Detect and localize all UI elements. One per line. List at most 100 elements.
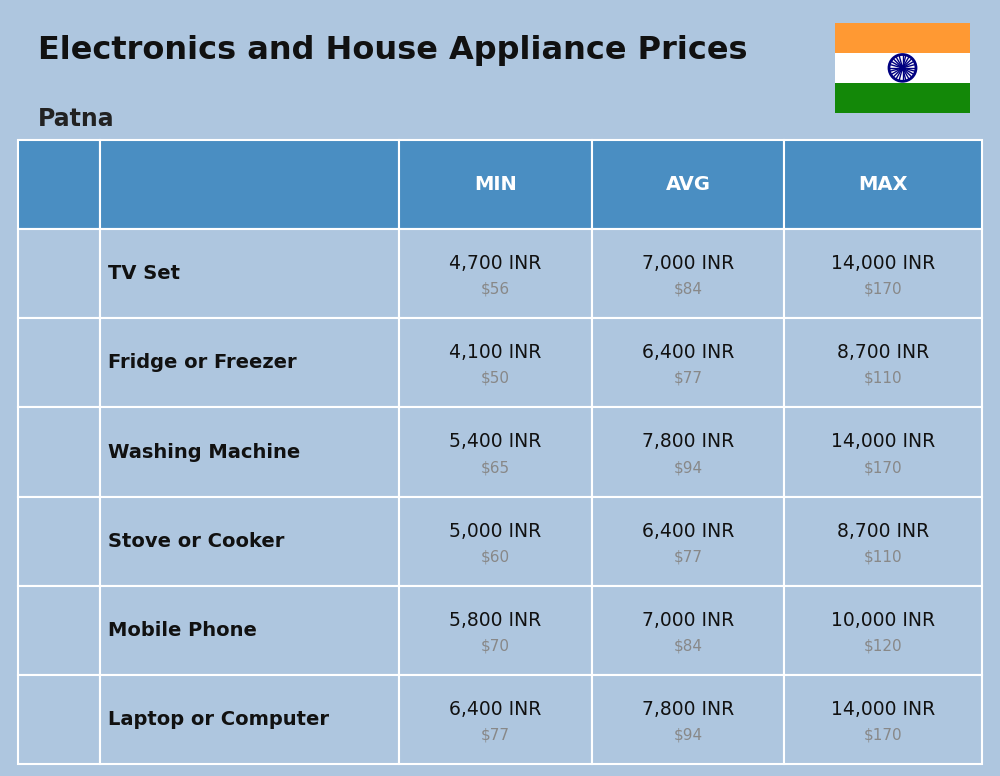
- Circle shape: [68, 506, 72, 511]
- Bar: [835, 23, 970, 53]
- Text: $84: $84: [673, 639, 702, 653]
- Circle shape: [45, 444, 73, 476]
- Text: 14,000 INR: 14,000 INR: [831, 254, 935, 273]
- Circle shape: [41, 440, 77, 480]
- Circle shape: [39, 506, 43, 511]
- Circle shape: [57, 660, 61, 666]
- Text: 4,700 INR: 4,700 INR: [449, 254, 541, 273]
- Bar: [45, 688, 59, 728]
- Polygon shape: [29, 265, 73, 295]
- FancyBboxPatch shape: [66, 620, 78, 631]
- Bar: [835, 83, 970, 113]
- Text: 7,000 INR: 7,000 INR: [642, 254, 734, 273]
- Text: $77: $77: [481, 728, 510, 743]
- FancyBboxPatch shape: [25, 681, 93, 733]
- Circle shape: [78, 260, 80, 262]
- Polygon shape: [23, 732, 95, 753]
- Text: $84: $84: [673, 282, 702, 296]
- Text: $50: $50: [481, 371, 510, 386]
- FancyBboxPatch shape: [29, 248, 88, 295]
- Text: Electronics and House Appliance Prices: Electronics and House Appliance Prices: [38, 35, 748, 66]
- Text: TV Set: TV Set: [108, 264, 180, 283]
- Polygon shape: [29, 248, 55, 262]
- Text: 8,700 INR: 8,700 INR: [837, 343, 929, 362]
- Text: MAX: MAX: [858, 175, 908, 194]
- Text: Washing Machine: Washing Machine: [108, 442, 300, 462]
- Bar: [37, 371, 41, 383]
- Bar: [41, 739, 77, 750]
- Circle shape: [53, 424, 56, 428]
- FancyBboxPatch shape: [37, 597, 81, 660]
- FancyBboxPatch shape: [31, 591, 87, 670]
- Text: 14,000 INR: 14,000 INR: [831, 700, 935, 719]
- Text: 7,800 INR: 7,800 INR: [642, 700, 734, 719]
- Text: AVG: AVG: [665, 175, 710, 194]
- Bar: [32, 265, 38, 272]
- Text: $170: $170: [864, 282, 903, 296]
- Text: $120: $120: [864, 639, 903, 653]
- Text: MIN: MIN: [474, 175, 517, 194]
- Circle shape: [53, 506, 58, 511]
- Text: $56: $56: [481, 282, 510, 296]
- Polygon shape: [45, 521, 66, 559]
- FancyBboxPatch shape: [25, 415, 93, 488]
- Text: $94: $94: [673, 728, 703, 743]
- Polygon shape: [50, 529, 60, 553]
- Bar: [23, 751, 95, 757]
- Text: 6,400 INR: 6,400 INR: [449, 700, 541, 719]
- Text: $77: $77: [673, 549, 702, 564]
- FancyBboxPatch shape: [38, 608, 51, 618]
- Text: Mobile Phone: Mobile Phone: [108, 621, 257, 640]
- Text: Fridge or Freezer: Fridge or Freezer: [108, 353, 297, 372]
- Text: $110: $110: [864, 371, 903, 386]
- FancyBboxPatch shape: [52, 608, 64, 618]
- FancyBboxPatch shape: [29, 514, 88, 564]
- FancyBboxPatch shape: [66, 608, 78, 618]
- Bar: [47, 265, 54, 272]
- Bar: [73, 688, 88, 728]
- FancyBboxPatch shape: [52, 596, 64, 607]
- Text: 10,000 INR: 10,000 INR: [831, 611, 935, 630]
- Text: 6,400 INR: 6,400 INR: [642, 521, 734, 541]
- Bar: [41, 399, 48, 403]
- FancyBboxPatch shape: [66, 596, 78, 607]
- Text: $70: $70: [481, 639, 510, 653]
- Text: 6,400 INR: 6,400 INR: [642, 343, 734, 362]
- FancyBboxPatch shape: [38, 620, 51, 631]
- Text: 7,000 INR: 7,000 INR: [642, 611, 734, 630]
- Bar: [70, 399, 77, 403]
- Bar: [37, 484, 45, 490]
- Text: $110: $110: [864, 549, 903, 564]
- FancyBboxPatch shape: [38, 596, 51, 607]
- Text: $65: $65: [481, 460, 510, 475]
- Bar: [30, 688, 45, 728]
- Text: $77: $77: [673, 371, 702, 386]
- Circle shape: [37, 436, 81, 484]
- Bar: [48, 298, 70, 303]
- Text: Laptop or Computer: Laptop or Computer: [108, 710, 329, 729]
- Text: 8,700 INR: 8,700 INR: [837, 521, 929, 541]
- Bar: [835, 53, 970, 83]
- Bar: [37, 302, 81, 307]
- Bar: [55, 265, 62, 272]
- FancyBboxPatch shape: [26, 504, 92, 579]
- Text: 5,000 INR: 5,000 INR: [449, 521, 541, 541]
- Bar: [37, 338, 41, 351]
- Text: $60: $60: [481, 549, 510, 564]
- Circle shape: [36, 424, 39, 428]
- Text: 7,800 INR: 7,800 INR: [642, 432, 734, 452]
- FancyBboxPatch shape: [32, 324, 86, 401]
- Text: $170: $170: [864, 728, 903, 743]
- Bar: [59, 688, 73, 728]
- Circle shape: [900, 66, 905, 70]
- Bar: [30, 688, 88, 728]
- Circle shape: [56, 457, 62, 463]
- Text: 4,100 INR: 4,100 INR: [449, 343, 541, 362]
- Bar: [28, 420, 90, 431]
- Bar: [73, 484, 81, 490]
- Text: 5,400 INR: 5,400 INR: [449, 432, 541, 452]
- Text: $170: $170: [864, 460, 903, 475]
- Text: Patna: Patna: [38, 107, 115, 131]
- FancyBboxPatch shape: [52, 620, 64, 631]
- Text: Stove or Cooker: Stove or Cooker: [108, 532, 284, 551]
